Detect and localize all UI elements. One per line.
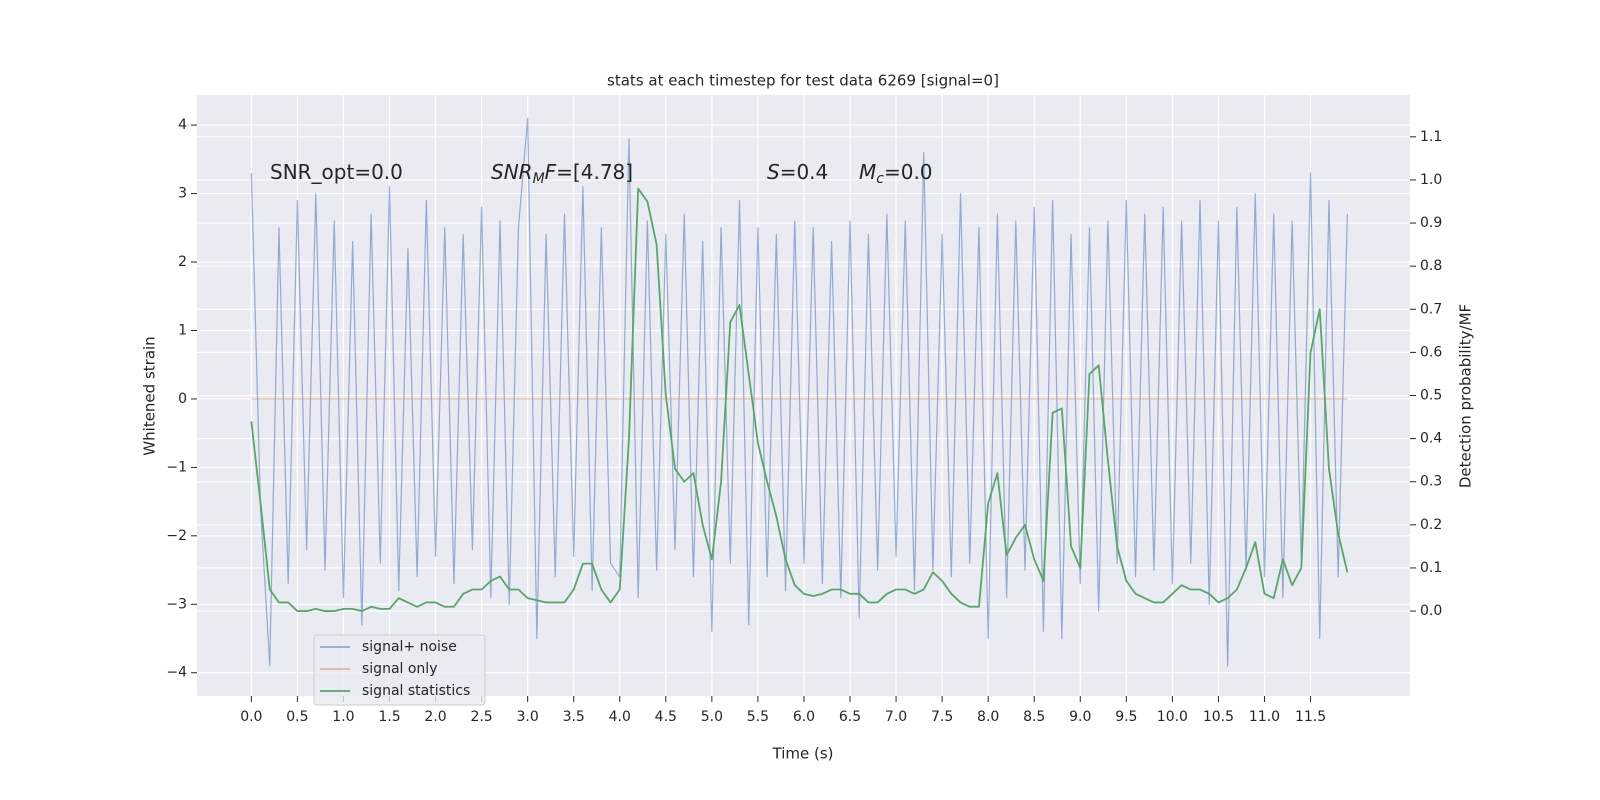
x-tick-label: 0.5 <box>286 709 308 725</box>
annotation-part: =0.4 <box>780 160 829 184</box>
y-axis-label: Whitened strain <box>141 336 159 455</box>
annotation-part: F <box>545 160 557 184</box>
data-line <box>250 187 1349 612</box>
x-tick-label: 8.5 <box>1023 709 1045 725</box>
x-tick-label: 2.5 <box>470 709 492 725</box>
x-tick-label: 9.0 <box>1069 709 1091 725</box>
x-tick-label: 7.5 <box>931 709 953 725</box>
annotation: S=0.4 <box>767 160 828 184</box>
x-tick-label: 10.0 <box>1157 709 1188 725</box>
annotation: Mc=0.0 <box>859 160 933 188</box>
data-line <box>250 117 1348 667</box>
annotation-part: =0.0 <box>884 160 933 184</box>
annotation-part: SNR <box>491 160 533 184</box>
y-tick-label: 3 <box>178 186 187 202</box>
y2-tick-label: 0.7 <box>1420 301 1442 317</box>
y-tick-label: −1 <box>166 459 187 475</box>
x-tick-label: 3.0 <box>517 709 539 725</box>
y-tick-label: 1 <box>178 322 187 338</box>
x-tick-label: 1.0 <box>332 709 354 725</box>
x-tick-label: 6.5 <box>839 709 861 725</box>
annotation-part: M <box>533 171 545 187</box>
legend-box <box>313 634 486 706</box>
y-tick-label: 2 <box>178 254 187 270</box>
x-tick-label: 2.0 <box>424 709 446 725</box>
legend-label: signal+ noise <box>362 639 457 655</box>
x-tick-label: 3.5 <box>563 709 585 725</box>
y2-tick-label: 0.1 <box>1420 560 1442 576</box>
y2-axis-label: Detection probability/MF <box>1457 304 1475 488</box>
y2-tick-label: 1.0 <box>1420 172 1442 188</box>
x-tick-label: 8.0 <box>977 709 999 725</box>
x-tick-label: 4.5 <box>655 709 677 725</box>
y2-tick-label: 0.3 <box>1420 474 1442 490</box>
annotation-part: c <box>876 171 884 187</box>
annotation: SNR_opt=0.0 <box>270 160 403 184</box>
annotation-part: M <box>859 160 876 184</box>
x-tick-label: 1.5 <box>378 709 400 725</box>
x-tick-label: 0.0 <box>240 709 262 725</box>
x-tick-label: 10.5 <box>1203 709 1234 725</box>
y-tick-label: 4 <box>178 117 187 133</box>
x-tick-label: 5.5 <box>747 709 769 725</box>
x-tick-label: 9.5 <box>1115 709 1137 725</box>
y2-tick-label: 1.1 <box>1420 129 1442 145</box>
annotation: SNRMF=[4.78] <box>491 160 633 188</box>
y-tick-label: −2 <box>166 528 187 544</box>
x-tick-label: 11.5 <box>1295 709 1326 725</box>
x-axis-label: Time (s) <box>772 745 834 763</box>
chart-title: stats at each timestep for test data 626… <box>607 72 999 90</box>
annotation-part: SNR_opt=0.0 <box>270 160 403 184</box>
y2-tick-label: 0.2 <box>1420 517 1442 533</box>
annotation-part: =[4.78] <box>556 160 633 184</box>
x-tick-label: 6.0 <box>793 709 815 725</box>
y2-tick-label: 0.9 <box>1420 215 1442 231</box>
x-tick-label: 5.0 <box>701 709 723 725</box>
y2-tick-label: 0.4 <box>1420 431 1442 447</box>
y2-tick-label: 0.8 <box>1420 258 1442 274</box>
annotation-part: S <box>767 160 780 184</box>
y2-tick-label: 0.0 <box>1420 603 1442 619</box>
x-tick-label: 11.0 <box>1249 709 1280 725</box>
y-tick-label: −4 <box>166 665 187 681</box>
legend-label: signal statistics <box>362 683 470 699</box>
y2-tick-label: 0.6 <box>1420 344 1442 360</box>
x-tick-label: 4.0 <box>609 709 631 725</box>
x-tick-label: 7.0 <box>885 709 907 725</box>
y2-tick-label: 0.5 <box>1420 388 1442 404</box>
y-tick-label: 0 <box>178 391 187 407</box>
legend: signal+ noise signal only signal statistic… <box>313 634 486 706</box>
y-tick-label: −3 <box>166 596 187 612</box>
legend-label: signal only <box>362 661 437 677</box>
